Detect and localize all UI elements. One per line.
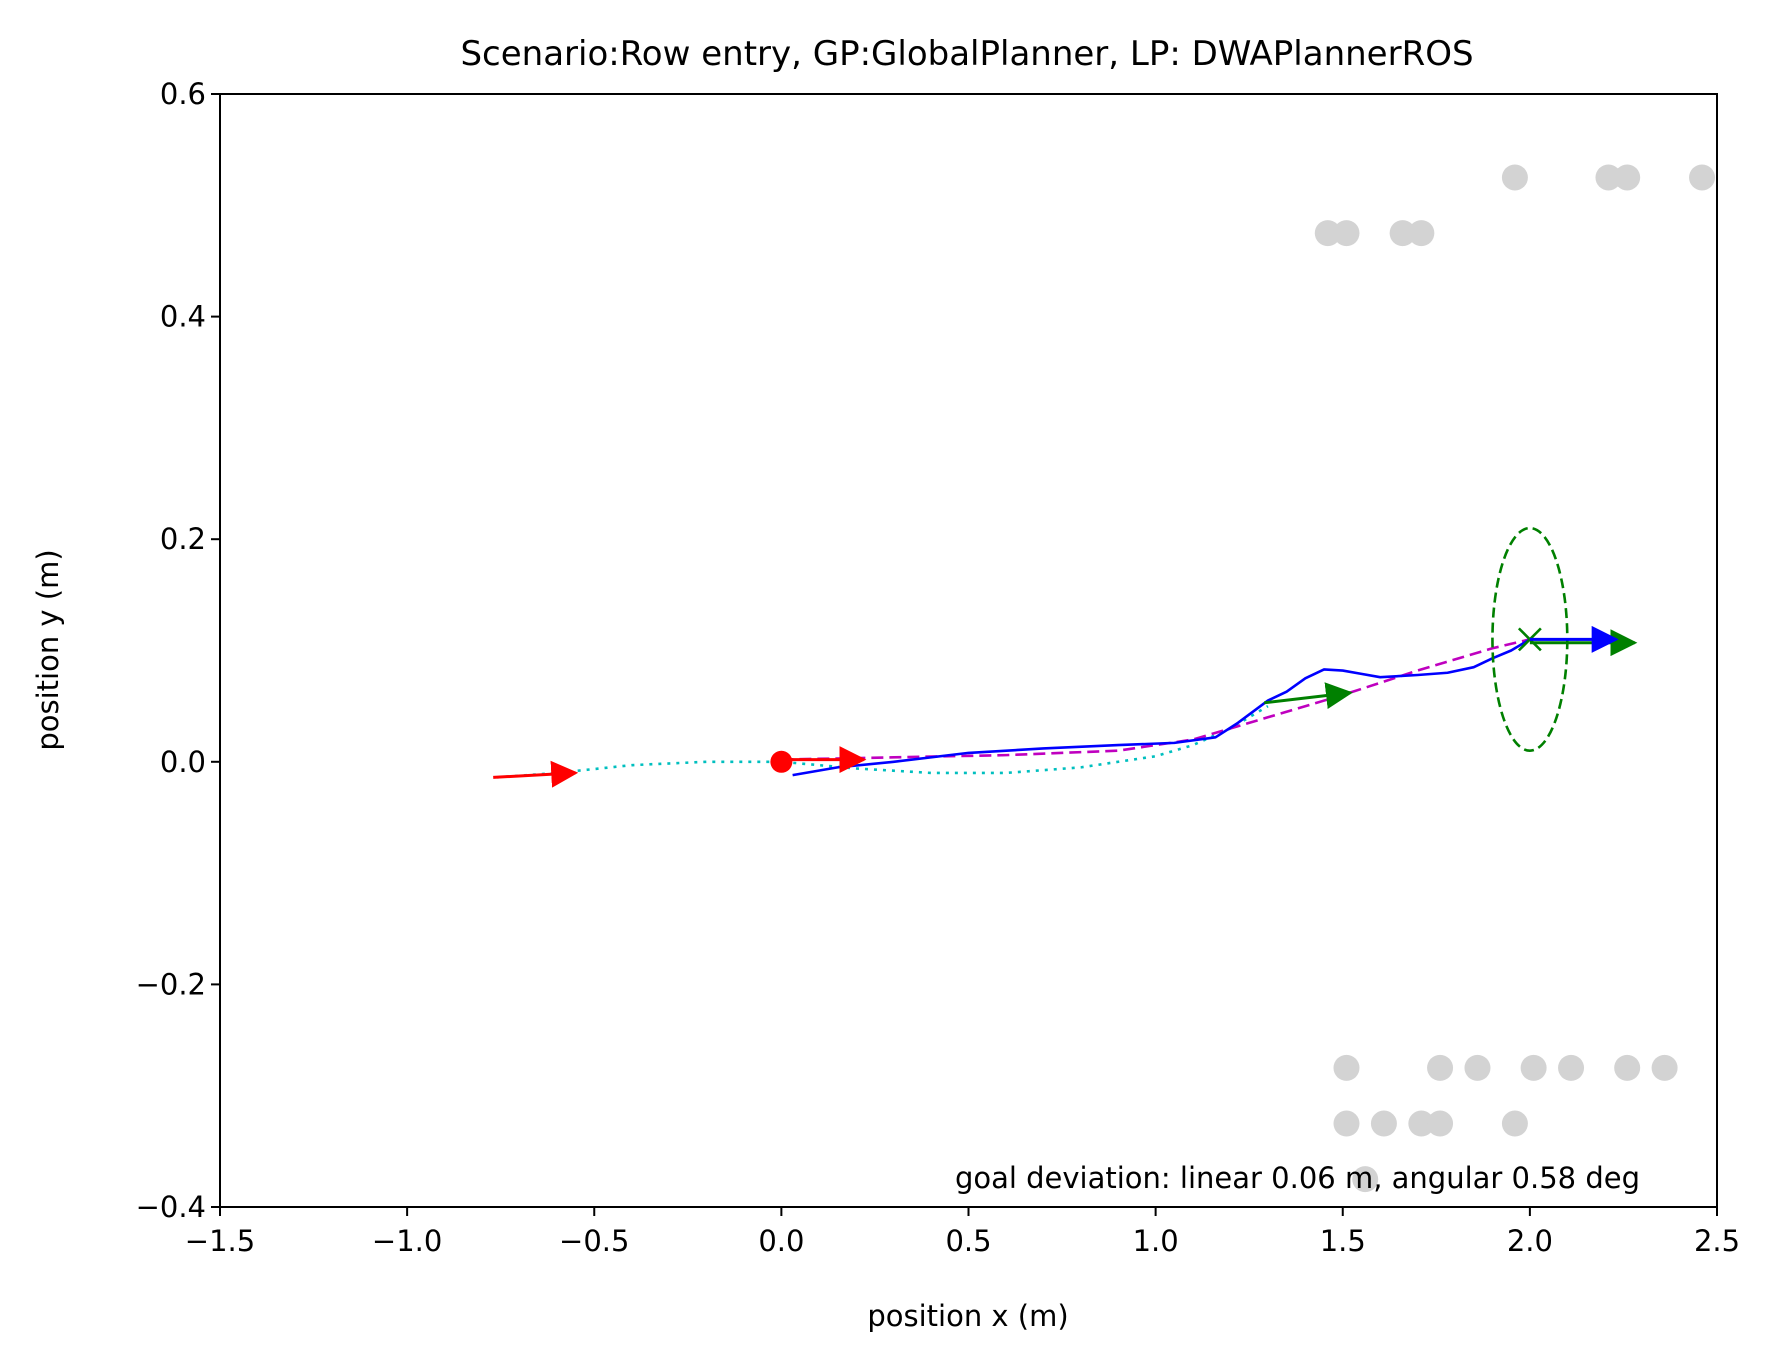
obstacle-point bbox=[1408, 220, 1435, 247]
obstacle-point bbox=[1333, 1054, 1360, 1081]
x-tick-label: −1.0 bbox=[372, 1224, 442, 1258]
obstacle-point bbox=[1370, 1110, 1397, 1137]
y-tick-label: 0.4 bbox=[160, 300, 206, 334]
obstacle-point bbox=[1614, 1054, 1641, 1081]
start-heading-arrow bbox=[493, 760, 579, 788]
reference-path-line bbox=[496, 705, 1269, 779]
obstacle-point bbox=[1333, 1110, 1360, 1137]
obstacle-point bbox=[1352, 1166, 1379, 1193]
obstacle-point bbox=[1501, 1110, 1528, 1137]
y-tick-label: 0.2 bbox=[160, 522, 206, 556]
goal-deviation-annotation: goal deviation: linear 0.06 m, angular 0… bbox=[955, 1161, 1640, 1195]
robot-path-line bbox=[792, 638, 1605, 777]
y-tick-label: −0.2 bbox=[136, 967, 206, 1001]
goal-heading-arrow bbox=[1263, 682, 1353, 710]
start-point bbox=[770, 750, 793, 773]
obstacle-point bbox=[1651, 1054, 1678, 1081]
y-tick-label: −0.4 bbox=[136, 1190, 206, 1224]
y-tick-label: 0.0 bbox=[160, 745, 206, 779]
obstacle-point bbox=[1501, 164, 1528, 191]
obstacle-point bbox=[1558, 1054, 1585, 1081]
obstacle-point bbox=[1614, 164, 1641, 191]
obstacle-point bbox=[1464, 1054, 1491, 1081]
obstacle-point bbox=[1595, 164, 1622, 191]
chart-title: Scenario:Row entry, GP:GlobalPlanner, LP… bbox=[460, 34, 1473, 74]
x-tick-label: 2.0 bbox=[1507, 1224, 1553, 1258]
obstacle-point bbox=[1520, 1054, 1547, 1081]
x-tick-label: −0.5 bbox=[559, 1224, 629, 1258]
x-tick-label: 1.5 bbox=[1320, 1224, 1366, 1258]
x-tick-label: −1.5 bbox=[185, 1224, 255, 1258]
x-tick-label: 0.5 bbox=[945, 1224, 991, 1258]
plot-area bbox=[493, 164, 1716, 1193]
x-tick-label: 1.0 bbox=[1133, 1224, 1179, 1258]
x-tick-label: 0.0 bbox=[758, 1224, 804, 1258]
obstacle-point bbox=[1333, 220, 1360, 247]
axes-frame bbox=[219, 93, 1718, 1208]
obstacle-point bbox=[1408, 1110, 1435, 1137]
obstacle-point bbox=[1689, 164, 1716, 191]
x-axis: −1.5 −1.0 −0.5 0.0 0.5 1.0 1.5 2.0 2.5 bbox=[185, 1207, 1740, 1258]
obstacle-point bbox=[1427, 1054, 1454, 1081]
obstacle-point bbox=[1314, 220, 1341, 247]
global-plan-line bbox=[781, 638, 1531, 761]
y-axis: −0.4 −0.2 0.0 0.2 0.4 0.6 bbox=[136, 77, 220, 1224]
x-tick-label: 2.5 bbox=[1694, 1224, 1740, 1258]
y-tick-label: 0.6 bbox=[160, 77, 206, 111]
obstacle-point bbox=[1427, 1110, 1454, 1137]
obstacle-point bbox=[1389, 220, 1416, 247]
x-axis-label: position x (m) bbox=[867, 1299, 1068, 1333]
y-axis-label: position y (m) bbox=[31, 549, 65, 750]
